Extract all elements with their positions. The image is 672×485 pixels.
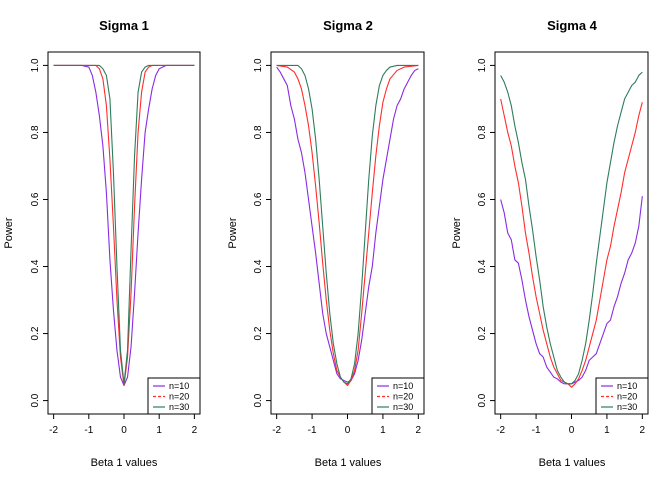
- y-tick-label: 0.4: [253, 259, 264, 273]
- y-tick-label: 0.8: [253, 125, 264, 139]
- legend: n=10n=20n=30: [147, 377, 201, 415]
- legend-label: n=20: [393, 392, 413, 402]
- x-tick-label: 0: [345, 425, 351, 436]
- x-tick-label: -2: [496, 425, 505, 436]
- x-tick-label: -2: [272, 425, 281, 436]
- x-tick-label: 2: [416, 425, 422, 436]
- plot-frame: [494, 51, 649, 415]
- y-tick-label: 0.2: [253, 326, 264, 340]
- legend-label: n=10: [393, 381, 413, 391]
- chart-title: Sigma 4: [547, 18, 598, 33]
- x-tick-label: 0: [569, 425, 575, 436]
- legend-label: n=30: [393, 402, 413, 412]
- y-tick-label: 0.8: [477, 125, 488, 139]
- series-line-n=10: [276, 66, 419, 383]
- y-tick-label: 1.0: [30, 58, 41, 72]
- y-tick-label: 0.0: [30, 393, 41, 407]
- legend-box: [371, 377, 425, 415]
- plot-frame: [270, 51, 425, 415]
- y-axis-label: Power: [451, 217, 463, 249]
- x-tick-label: -1: [84, 425, 93, 436]
- chart-panel-2: Sigma 2 Beta 1 values Power -2 -1 0 1 2 0.0 0.2 0.…: [227, 18, 425, 469]
- y-tick-label: 0.0: [253, 393, 264, 407]
- chart-title: Sigma 2: [323, 18, 373, 33]
- y-tick-label: 0.6: [30, 192, 41, 206]
- x-tick-label: 2: [640, 425, 646, 436]
- y-tick-label: 1.0: [253, 58, 264, 72]
- y-tick-label: 0.0: [477, 393, 488, 407]
- legend-label: n=30: [169, 402, 189, 412]
- legend: n=10n=20n=30: [595, 377, 649, 415]
- series-line-n=10: [53, 64, 195, 387]
- y-tick-label: 0.4: [477, 259, 488, 273]
- y-axis-label: Power: [3, 217, 15, 249]
- y-tick-label: 0.2: [30, 326, 41, 340]
- x-tick-label: 0: [121, 425, 127, 436]
- legend-label: n=20: [169, 392, 189, 402]
- legend-label: n=20: [617, 392, 637, 402]
- chart-panel-3: Sigma 4 Beta 1 values Power -2 -1 0 1 2 0.0 0.2 0.…: [451, 18, 649, 469]
- legend: n=10n=20n=30: [371, 377, 425, 415]
- x-tick-label: -1: [532, 425, 541, 436]
- x-tick-label: -2: [49, 425, 58, 436]
- series-line-n=20: [53, 64, 195, 387]
- y-tick-label: 0.6: [477, 192, 488, 206]
- y-tick-label: 0.8: [30, 125, 41, 139]
- y-tick-label: 0.6: [253, 192, 264, 206]
- y-tick-label: 0.4: [30, 259, 41, 273]
- x-axis-label: Beta 1 values: [539, 457, 606, 469]
- series-line-n=30: [500, 71, 643, 385]
- legend-box: [595, 377, 649, 415]
- x-tick-label: 2: [192, 425, 198, 436]
- x-tick-label: -1: [308, 425, 317, 436]
- y-tick-label: 0.2: [477, 326, 488, 340]
- series-line-n=10: [500, 196, 643, 385]
- y-tick-label: 1.0: [477, 58, 488, 72]
- chart-panel-1: Sigma 1 Beta 1 values Power -2 -1 0 1 2 0.0 0.2 0.…: [3, 18, 201, 469]
- legend-label: n=10: [617, 381, 637, 391]
- x-axis-label: Beta 1 values: [91, 457, 158, 469]
- y-axis-label: Power: [227, 217, 239, 249]
- x-axis-label: Beta 1 values: [315, 457, 382, 469]
- legend-label: n=10: [169, 381, 189, 391]
- x-tick-label: 1: [604, 425, 610, 436]
- series-line-n=30: [53, 64, 195, 385]
- chart-title: Sigma 1: [99, 18, 149, 33]
- plot-frame: [47, 51, 201, 415]
- series-line-n=30: [276, 64, 419, 385]
- x-tick-label: 1: [380, 425, 386, 436]
- x-tick-label: 1: [156, 425, 162, 436]
- series-line-n=20: [500, 98, 643, 388]
- legend-box: [147, 377, 201, 415]
- legend-label: n=30: [617, 402, 637, 412]
- series-line-n=20: [276, 64, 419, 387]
